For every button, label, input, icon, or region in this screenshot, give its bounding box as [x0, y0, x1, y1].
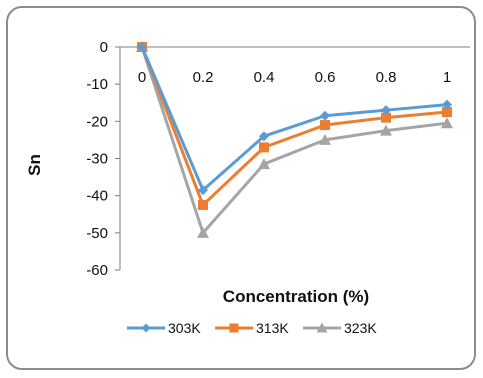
- x-tick-label: 0.8: [376, 69, 397, 86]
- data-point-313K: [381, 112, 391, 123]
- y-tick-label: -60: [86, 262, 108, 279]
- data-point-323K: [441, 117, 453, 129]
- x-tick-label: 0.6: [315, 69, 336, 86]
- data-point-303K: [259, 131, 269, 142]
- data-point-323K: [380, 124, 392, 136]
- y-axis: 0 -10 -20 -30 -40 -50 -60: [86, 39, 470, 279]
- data-point-303K: [320, 110, 330, 121]
- y-tick-label: -40: [86, 188, 108, 205]
- data-point-313K: [259, 142, 269, 153]
- legend-marker-323K: [316, 322, 328, 333]
- legend: 303K 313K 323K: [127, 320, 377, 336]
- legend-marker-313K: [229, 323, 239, 333]
- data-point-313K: [198, 199, 208, 210]
- legend-marker-303K: [141, 323, 151, 333]
- x-axis-label: Concentration (%): [223, 287, 369, 306]
- data-point-313K: [320, 120, 330, 131]
- y-tick-label: -50: [86, 225, 108, 242]
- x-tick-label: 1: [443, 69, 451, 86]
- data-point-323K: [197, 226, 209, 238]
- y-axis-label: Sn: [25, 154, 44, 176]
- y-tick-label: 0: [100, 39, 108, 56]
- series-group: [136, 41, 453, 238]
- y-tick-label: -20: [86, 113, 108, 130]
- x-tick-label: 0.2: [193, 69, 214, 86]
- data-point-303K: [442, 99, 452, 110]
- series-line-323K: [140, 46, 448, 235]
- x-tick-label: 0.4: [254, 69, 275, 86]
- data-point-323K: [319, 133, 331, 145]
- y-tick-label: -10: [86, 76, 108, 93]
- x-axis-ticks: 0 0.2 0.4 0.6 0.8 1: [138, 69, 451, 86]
- y-tick-label: -30: [86, 151, 108, 168]
- legend-label-323K: 323K: [344, 320, 377, 336]
- data-point-323K: [258, 158, 270, 170]
- data-point-313K: [442, 107, 452, 118]
- x-tick-label: 0: [138, 69, 146, 86]
- legend-label-303K: 303K: [168, 320, 201, 336]
- data-point-303K: [137, 42, 147, 52]
- legend-label-313K: 313K: [256, 320, 289, 336]
- series-line-303K: [140, 46, 448, 192]
- data-point-303K: [198, 185, 208, 196]
- series-line-313K: [140, 46, 448, 207]
- data-point-303K: [381, 105, 391, 116]
